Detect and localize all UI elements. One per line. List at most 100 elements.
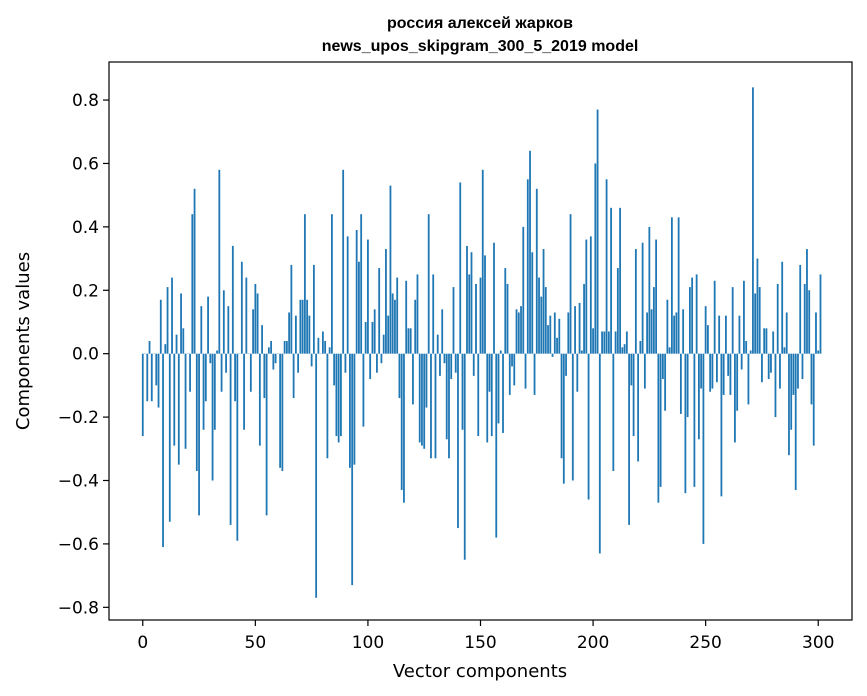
bar-component-59 [274, 353, 277, 364]
bar-component-134 [443, 353, 446, 364]
bar-component-264 [736, 353, 739, 411]
bar-component-155 [490, 353, 493, 437]
bar-component-237 [675, 312, 678, 354]
bar-component-265 [738, 315, 741, 354]
y-axis-ticks: −0.8 −0.6 −0.4 −0.2 0.0 0.2 0.4 0.6 0.8 [58, 91, 109, 618]
bar-component-33 [216, 350, 218, 354]
bar-component-22 [191, 214, 194, 354]
bar-component-206 [605, 179, 608, 354]
bar-component-262 [731, 287, 734, 354]
bar-component-226 [650, 309, 653, 354]
bar-component-112 [394, 299, 396, 354]
bar-component-127 [427, 214, 430, 354]
bar-component-198 [587, 353, 590, 500]
bar-component-103 [373, 309, 376, 354]
bar-component-98 [362, 353, 365, 427]
bar-component-173 [531, 252, 534, 354]
bar-component-192 [574, 306, 576, 354]
bar-component-243 [688, 287, 691, 354]
bar-component-25 [198, 353, 200, 516]
bar-component-143 [463, 353, 466, 560]
bar-component-137 [450, 353, 453, 380]
bar-component-146 [470, 252, 473, 354]
bar-component-78 [317, 337, 320, 354]
bar-component-117 [405, 280, 408, 354]
bar-component-267 [743, 280, 745, 354]
bar-component-255 [716, 353, 718, 383]
bar-component-69 [297, 353, 300, 373]
bar-component-55 [265, 353, 268, 516]
bar-component-225 [648, 226, 651, 354]
x-tick-label: 300 [802, 633, 834, 653]
bar-component-274 [758, 287, 761, 354]
bar-component-268 [745, 341, 748, 354]
bar-component-209 [612, 353, 615, 471]
bar-component-172 [529, 150, 531, 354]
bar-component-234 [668, 347, 671, 354]
bar-component-166 [515, 309, 518, 354]
bar-component-113 [396, 277, 399, 354]
bar-component-185 [558, 318, 561, 354]
bar-component-147 [472, 353, 475, 376]
y-tick-label: −0.2 [58, 408, 99, 428]
bar-component-271 [752, 87, 754, 354]
bar-component-34 [218, 169, 221, 354]
bar-component-65 [288, 312, 291, 354]
bar-component-12 [168, 353, 171, 522]
bar-component-207 [607, 331, 610, 354]
bar-component-88 [340, 353, 342, 437]
bar-component-68 [294, 315, 297, 354]
bar-component-184 [556, 337, 558, 354]
bar-component-171 [526, 179, 529, 354]
bar-component-141 [459, 182, 462, 354]
bar-component-75 [310, 353, 313, 367]
bar-component-231 [661, 353, 664, 380]
bar-component-114 [398, 353, 401, 399]
bar-component-63 [283, 341, 286, 354]
bar-component-142 [461, 353, 464, 430]
bar-component-24 [195, 353, 198, 471]
bar-component-253 [711, 353, 714, 389]
bar-component-64 [285, 341, 288, 354]
bar-component-279 [770, 353, 772, 373]
bar-component-84 [331, 214, 333, 354]
bar-component-164 [511, 353, 513, 367]
bar-component-153 [486, 353, 489, 443]
bar-component-197 [585, 239, 588, 354]
bar-component-61 [279, 353, 282, 468]
bar-component-247 [698, 353, 700, 440]
bar-component-104 [376, 353, 378, 373]
bar-component-159 [499, 350, 502, 354]
bar-component-213 [621, 347, 624, 354]
bar-component-115 [400, 353, 403, 491]
bar-component-301 [819, 274, 822, 354]
bar-component-119 [409, 328, 412, 354]
bar-component-93 [351, 353, 354, 586]
bar-component-29 [207, 296, 209, 354]
bar-component-86 [335, 353, 338, 437]
bar-component-195 [580, 350, 583, 354]
bar-component-53 [261, 325, 263, 354]
bar-component-277 [765, 328, 768, 354]
bar-component-27 [202, 353, 205, 430]
bar-component-105 [378, 268, 381, 354]
bar-component-35 [220, 353, 223, 392]
bar-component-163 [508, 353, 511, 395]
bar-component-116 [403, 353, 405, 503]
bar-component-32 [213, 353, 216, 430]
bar-component-254 [713, 280, 716, 354]
bar-component-179 [544, 287, 547, 354]
bar-component-281 [774, 353, 777, 418]
bar-component-216 [628, 353, 630, 525]
bar-component-249 [702, 353, 705, 544]
bar-component-238 [677, 217, 680, 354]
bar-component-154 [488, 353, 491, 392]
bar-component-139 [454, 353, 457, 373]
bar-component-211 [616, 268, 619, 354]
bar-component-191 [571, 353, 574, 481]
bar-component-160 [502, 353, 504, 433]
bar-component-199 [589, 236, 592, 354]
bar-component-135 [445, 353, 448, 440]
bar-component-202 [596, 109, 599, 354]
bar-component-26 [200, 306, 203, 354]
